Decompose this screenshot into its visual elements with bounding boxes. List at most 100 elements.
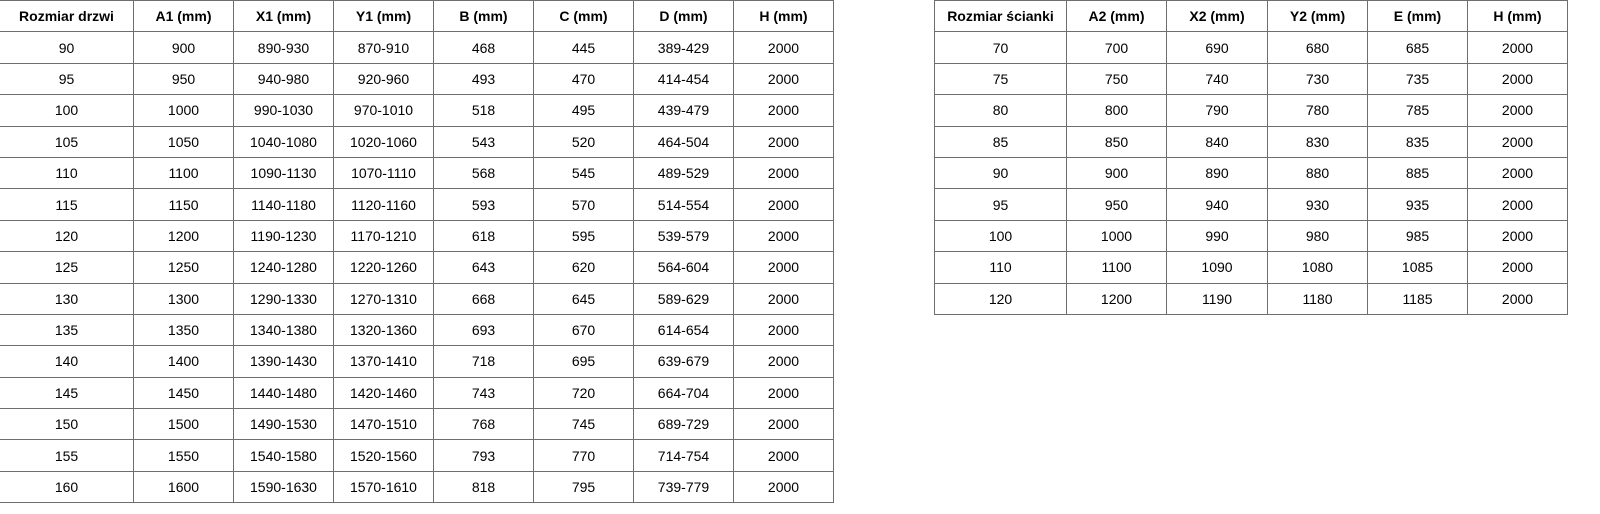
table-cell: 564-604 [633, 251, 734, 284]
table-cell: 1080 [1267, 251, 1368, 284]
table-cell: 445 [533, 31, 634, 64]
table-cell: 1120-1160 [333, 188, 434, 221]
table-cell: 90 [0, 31, 134, 64]
table-cell: 155 [0, 439, 134, 472]
table-cell: 160 [0, 470, 134, 504]
table-cell: 643 [433, 251, 534, 284]
table-row: 130 1300 1290-1330 1270-1310 668 645 589-629 20… [0, 282, 834, 315]
table-cell: 2000 [1467, 125, 1568, 158]
table-cell: 790 [1166, 94, 1268, 127]
table-cell: 714-754 [633, 439, 734, 472]
table-cell: 1185 [1367, 282, 1468, 315]
table-cell: 464-504 [633, 125, 734, 158]
table-cell: 100 [0, 94, 134, 127]
table-cell: 900 [1066, 156, 1167, 190]
table-cell: 1500 [133, 408, 234, 441]
table-cell: 1370-1410 [333, 345, 434, 378]
table-row: 120 1200 1190 1180 1185 2000 [934, 282, 1568, 315]
table-row: 135 1350 1340-1380 1320-1360 693 670 614-654 20… [0, 313, 834, 347]
table-cell: 85 [934, 125, 1067, 158]
table-cell: 870-910 [333, 31, 434, 64]
table-cell: 800 [1066, 94, 1167, 127]
table-cell: 795 [533, 470, 634, 504]
table-cell: 950 [1066, 188, 1167, 221]
table-cell: 1170-1210 [333, 219, 434, 253]
table-cell: 2000 [733, 376, 834, 410]
table-cell: 685 [1367, 31, 1468, 64]
table-cell: 700 [1066, 31, 1167, 64]
table-cell: 1050 [133, 125, 234, 158]
table-cell: 670 [533, 313, 634, 347]
table-cell: 1340-1380 [233, 313, 334, 347]
table-cell: 935 [1367, 188, 1468, 221]
table-cell: 620 [533, 251, 634, 284]
column-header: D (mm) [633, 0, 734, 33]
table-cell: 2000 [1467, 282, 1568, 315]
table-cell: 940-980 [233, 62, 334, 96]
table-row: 140 1400 1390-1430 1370-1410 718 695 639-679 20… [0, 345, 834, 378]
table-cell: 518 [433, 94, 534, 127]
table-cell: 130 [0, 282, 134, 315]
table-cell: 568 [433, 156, 534, 190]
table-cell: 1090 [1166, 251, 1268, 284]
table-cell: 1200 [133, 219, 234, 253]
table-cell: 495 [533, 94, 634, 127]
table-cell: 2000 [733, 345, 834, 378]
table-row: 100 1000 990 980 985 2000 [934, 219, 1568, 253]
table-row: 100 1000 990-1030 970-1010 518 495 439-479 2000 [0, 94, 834, 127]
table-cell: 1550 [133, 439, 234, 472]
table-row: 120 1200 1190-1230 1170-1210 618 595 539-579 20… [0, 219, 834, 253]
table-cell: 120 [0, 219, 134, 253]
table-row: 105 1050 1040-1080 1020-1060 543 520 464-504 20… [0, 125, 834, 158]
table-cell: 730 [1267, 62, 1368, 96]
table-cell: 439-479 [633, 94, 734, 127]
table-cell: 2000 [733, 31, 834, 64]
column-header: E (mm) [1367, 0, 1468, 33]
column-header: H (mm) [1467, 0, 1568, 33]
table-cell: 145 [0, 376, 134, 410]
table-cell: 1040-1080 [233, 125, 334, 158]
table-cell: 990 [1166, 219, 1268, 253]
table-cell: 1190-1230 [233, 219, 334, 253]
table-row: 155 1550 1540-1580 1520-1560 793 770 714-754 20… [0, 439, 834, 472]
header-row: Rozmiar drzwi A1 (mm) X1 (mm) Y1 (mm) B (mm)… [0, 0, 834, 33]
table-cell: 2000 [1467, 251, 1568, 284]
table-cell: 135 [0, 313, 134, 347]
table-cell: 514-554 [633, 188, 734, 221]
table-cell: 1100 [133, 156, 234, 190]
table-cell: 1140-1180 [233, 188, 334, 221]
table-cell: 768 [433, 408, 534, 441]
table-cell: 970-1010 [333, 94, 434, 127]
table-cell: 95 [934, 188, 1067, 221]
table-cell: 1180 [1267, 282, 1368, 315]
table-cell: 1570-1610 [333, 470, 434, 504]
table-cell: 95 [0, 62, 134, 96]
table-cell: 595 [533, 219, 634, 253]
table-cell: 1600 [133, 470, 234, 504]
table-cell: 1250 [133, 251, 234, 284]
table-cell: 2000 [733, 251, 834, 284]
table-cell: 1150 [133, 188, 234, 221]
wall-size-table: Rozmiar ścianki A2 (mm) X2 (mm) Y2 (mm) E (m… [934, 0, 1568, 315]
table-cell: 493 [433, 62, 534, 96]
table-cell: 818 [433, 470, 534, 504]
table-cell: 2000 [733, 156, 834, 190]
table-cell: 1520-1560 [333, 439, 434, 472]
table-cell: 1090-1130 [233, 156, 334, 190]
table-cell: 920-960 [333, 62, 434, 96]
table-cell: 793 [433, 439, 534, 472]
table-cell: 543 [433, 125, 534, 158]
column-header: C (mm) [533, 0, 634, 33]
table-row: 75 750 740 730 735 2000 [934, 62, 1568, 96]
table-cell: 900 [133, 31, 234, 64]
table-cell: 105 [0, 125, 134, 158]
table-cell: 100 [934, 219, 1067, 253]
table-cell: 2000 [733, 313, 834, 347]
column-header: X2 (mm) [1166, 0, 1268, 33]
table-cell: 780 [1267, 94, 1368, 127]
table-cell: 885 [1367, 156, 1468, 190]
table-cell: 1450 [133, 376, 234, 410]
table-cell: 664-704 [633, 376, 734, 410]
column-header: Rozmiar ścianki [934, 0, 1067, 33]
table-cell: 1240-1280 [233, 251, 334, 284]
